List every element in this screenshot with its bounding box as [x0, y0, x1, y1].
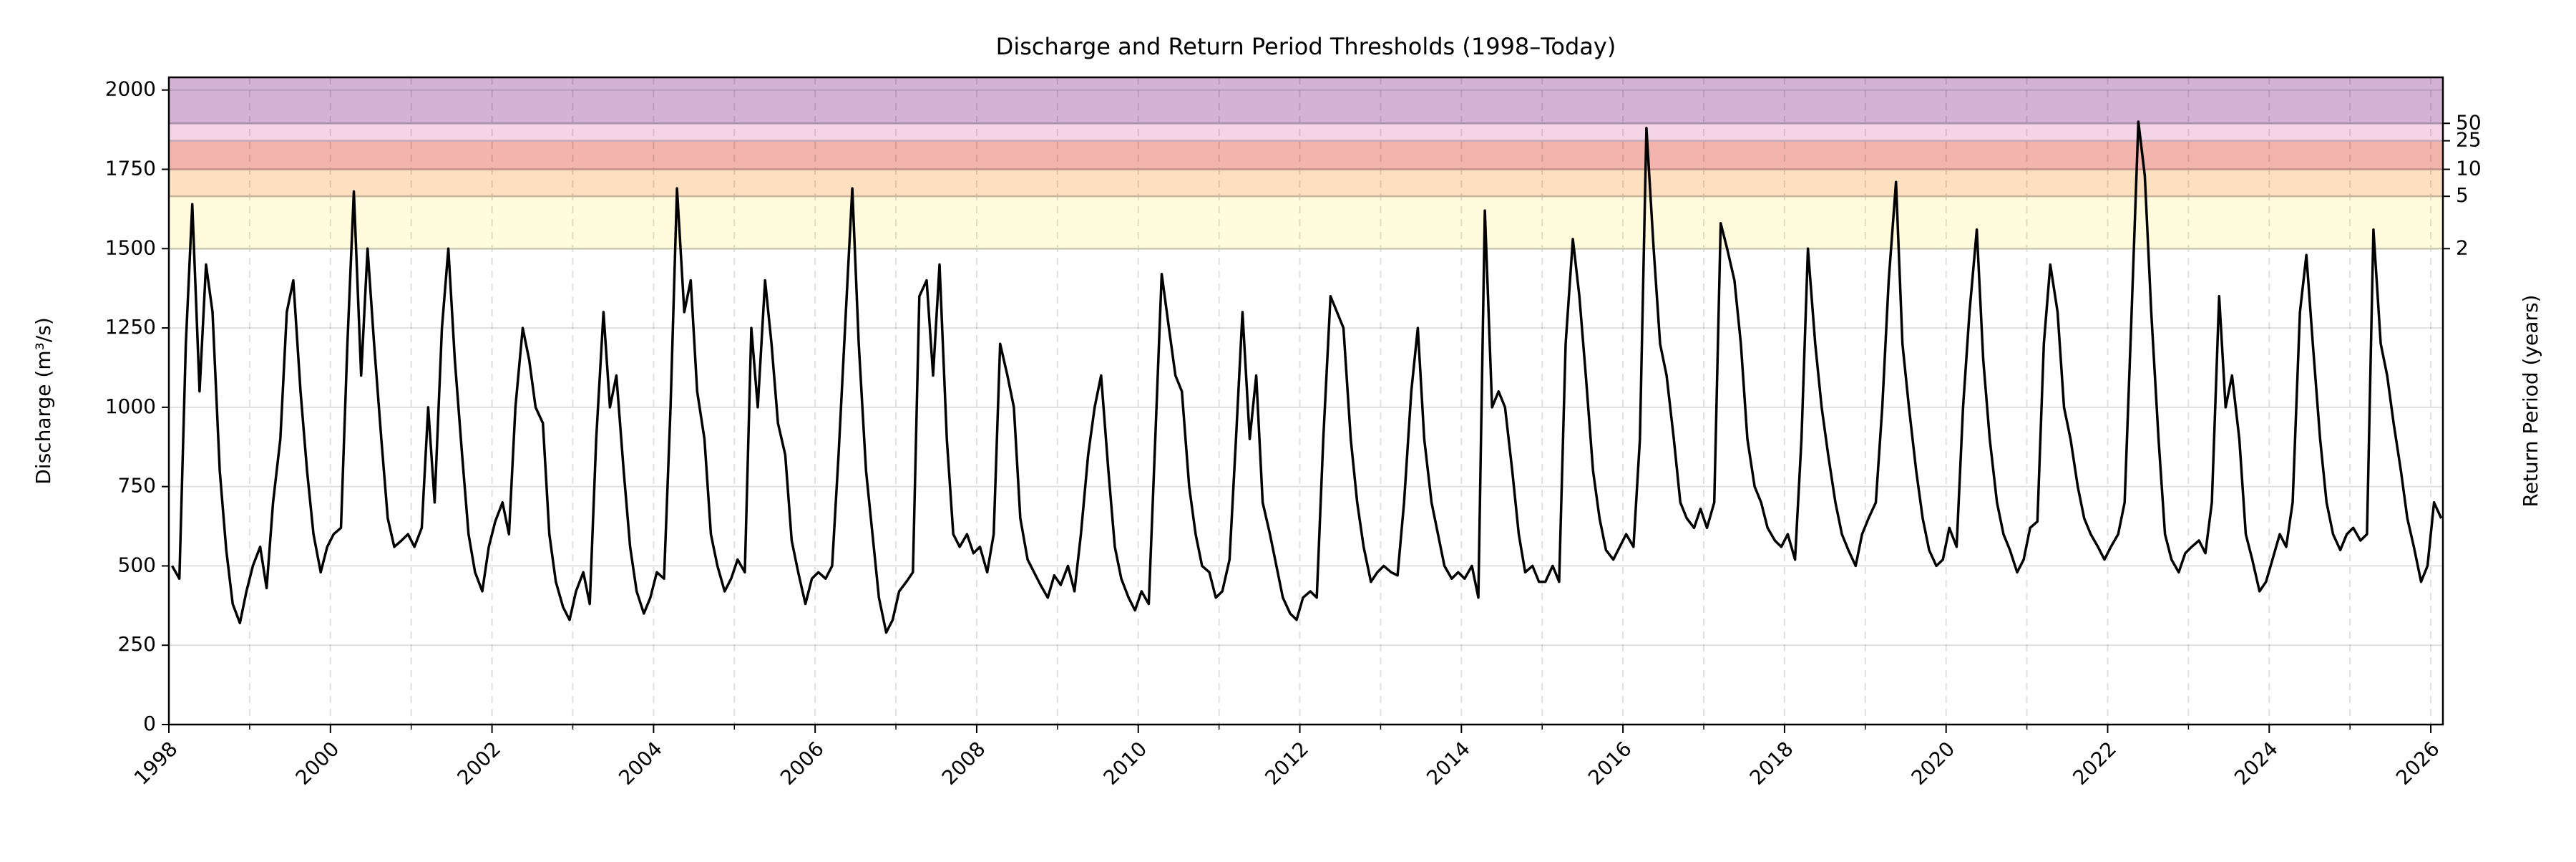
y-tick-label: 1000	[105, 394, 156, 418]
threshold-band	[169, 140, 2443, 170]
x-tick-label: 2002	[452, 737, 505, 790]
x-tick-label: 2018	[1745, 737, 1798, 790]
y-tick-label: 0	[143, 712, 156, 735]
y-tick-label: 1250	[105, 315, 156, 339]
chart-title: Discharge and Return Period Thresholds (…	[996, 33, 1616, 60]
threshold-band	[169, 169, 2443, 197]
y2-tick-label: 50	[2456, 110, 2482, 134]
y2-tick-label: 10	[2456, 157, 2482, 180]
x-tick-label: 2020	[1907, 737, 1960, 790]
x-tick-label: 1998	[130, 737, 182, 790]
x-tick-label: 2000	[291, 737, 344, 790]
threshold-band	[169, 77, 2443, 124]
x-tick-label: 2012	[1260, 737, 1313, 790]
x-tick-label: 2008	[937, 737, 990, 790]
x-tick-label: 2006	[776, 737, 829, 790]
discharge-line	[170, 120, 2443, 634]
y2-axis-label: Return Period (years)	[2519, 295, 2542, 508]
y-tick-label: 2000	[105, 77, 156, 101]
y-tick-label: 250	[118, 632, 156, 656]
x-tick-label: 2026	[2391, 737, 2444, 790]
y2-tick-label: 25	[2456, 128, 2482, 152]
threshold-band	[169, 123, 2443, 141]
x-tick-label: 2024	[2230, 737, 2283, 790]
y-tick-label: 750	[118, 474, 156, 498]
x-tick-label: 2022	[2068, 737, 2121, 790]
x-tick-label: 2004	[614, 737, 667, 790]
y2-tick-label: 5	[2456, 183, 2469, 207]
threshold-band	[169, 196, 2443, 249]
plot-frame	[167, 76, 2444, 726]
x-tick-label: 2016	[1584, 737, 1636, 790]
y-tick-label: 500	[118, 553, 156, 576]
y-axis-label: Discharge (m³/s)	[31, 317, 55, 485]
x-tick-label: 2010	[1099, 737, 1152, 790]
x-tick-label: 2014	[1422, 737, 1475, 790]
y-tick-label: 1750	[105, 157, 156, 180]
y-tick-label: 1500	[105, 236, 156, 259]
y2-tick-label: 2	[2456, 236, 2469, 259]
